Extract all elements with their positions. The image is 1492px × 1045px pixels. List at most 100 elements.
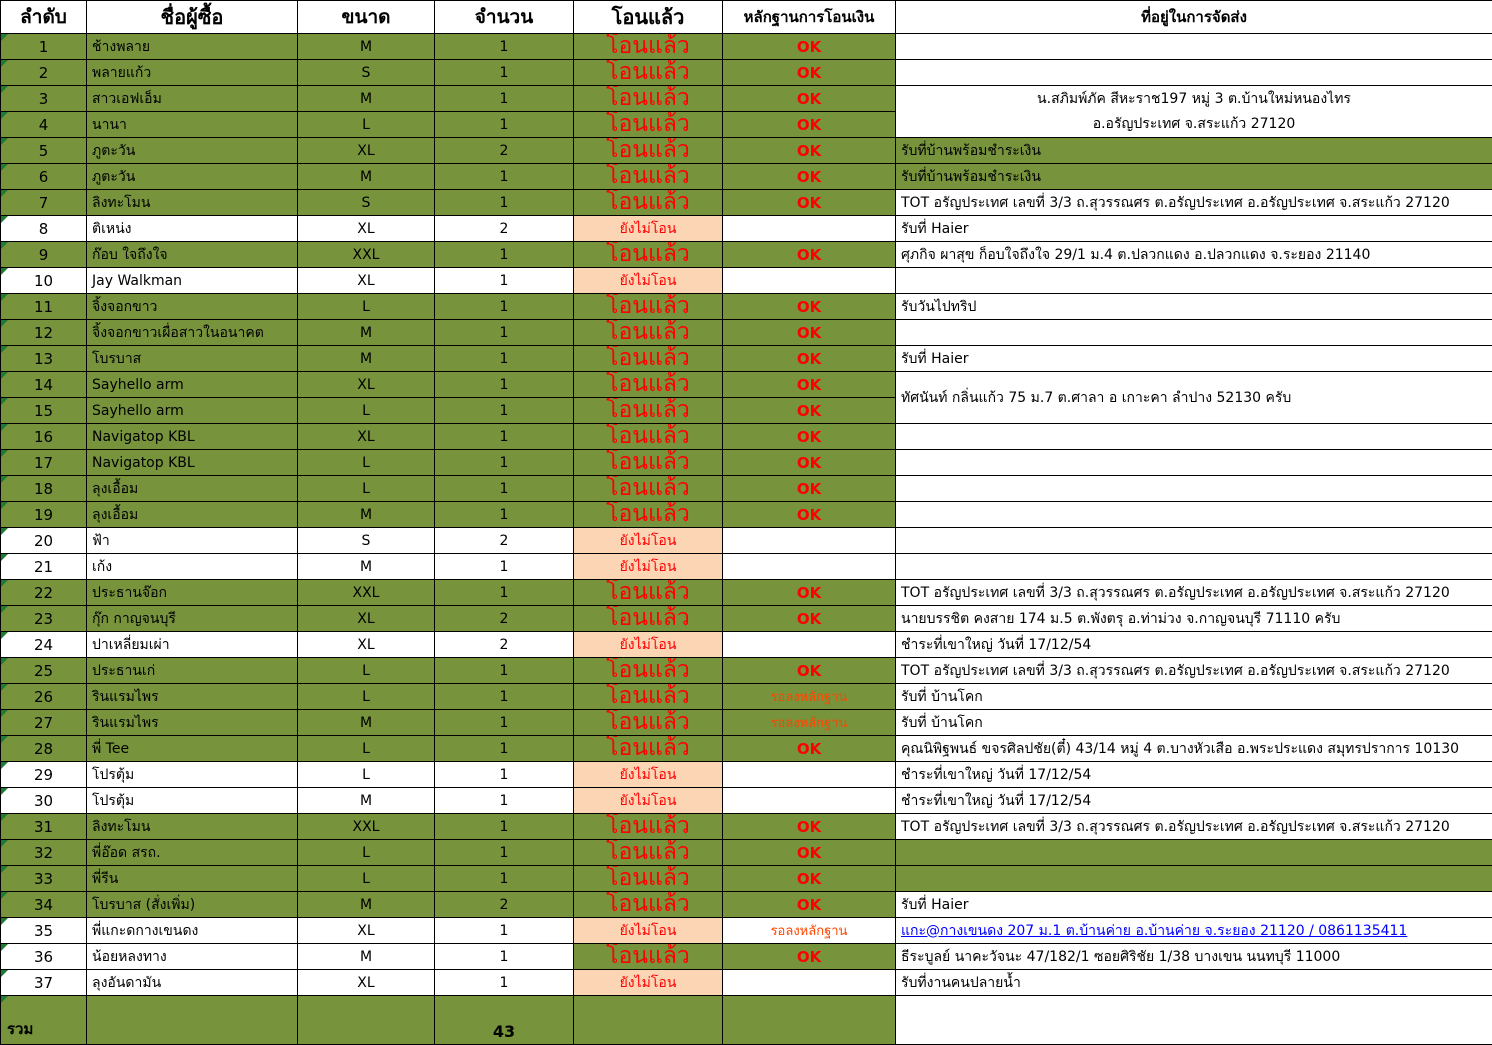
total-empty-status-cell[interactable]: [574, 996, 723, 1045]
cell-size[interactable]: XL: [298, 606, 435, 632]
cell-qty[interactable]: 1: [435, 684, 574, 710]
cell-size[interactable]: XL: [298, 268, 435, 294]
cell-order-no[interactable]: 12: [1, 320, 87, 346]
cell-order-no[interactable]: 3: [1, 86, 87, 112]
cell-order-no[interactable]: 32: [1, 840, 87, 866]
cell-order-no[interactable]: 4: [1, 112, 87, 138]
cell-size[interactable]: S: [298, 60, 435, 86]
cell-size[interactable]: L: [298, 684, 435, 710]
cell-qty[interactable]: 1: [435, 788, 574, 814]
total-label-cell[interactable]: รวม: [1, 996, 87, 1045]
cell-address[interactable]: แกะ@กางเขนดง 207 ม.1 ต.บ้านค่าย อ.บ้านค่…: [896, 918, 1492, 944]
cell-address[interactable]: [896, 502, 1492, 528]
cell-qty[interactable]: 1: [435, 970, 574, 996]
cell-buyer-name[interactable]: รินแรมไพร: [87, 710, 298, 736]
cell-buyer-name[interactable]: Navigatop KBL: [87, 424, 298, 450]
cell-size[interactable]: M: [298, 34, 435, 60]
cell-evidence[interactable]: OK: [723, 424, 896, 450]
cell-order-no[interactable]: 1: [1, 34, 87, 60]
cell-order-no[interactable]: 30: [1, 788, 87, 814]
cell-evidence[interactable]: [723, 528, 896, 554]
cell-order-no[interactable]: 15: [1, 398, 87, 424]
cell-qty[interactable]: 2: [435, 138, 574, 164]
cell-qty[interactable]: 1: [435, 320, 574, 346]
cell-qty[interactable]: 1: [435, 294, 574, 320]
cell-address[interactable]: ธีระบูลย์ นาคะวัจนะ 47/182/1 ซอยศิริชัย …: [896, 944, 1492, 970]
cell-order-no[interactable]: 36: [1, 944, 87, 970]
cell-buyer-name[interactable]: ฟ้า: [87, 528, 298, 554]
cell-buyer-name[interactable]: ปาเหลี่ยมเผ่า: [87, 632, 298, 658]
cell-buyer-name[interactable]: ประธานจ๊อก: [87, 580, 298, 606]
cell-transfer-status[interactable]: โอนแล้ว: [574, 710, 723, 736]
cell-size[interactable]: XXL: [298, 242, 435, 268]
cell-order-no[interactable]: 11: [1, 294, 87, 320]
header-address[interactable]: ที่อยู่ในการจัดส่ง: [896, 1, 1492, 34]
cell-transfer-status[interactable]: โอนแล้ว: [574, 684, 723, 710]
cell-qty[interactable]: 1: [435, 866, 574, 892]
cell-buyer-name[interactable]: ช้างพลาย: [87, 34, 298, 60]
cell-address[interactable]: รับที่บ้านพร้อมชำระเงิน: [896, 138, 1492, 164]
cell-size[interactable]: XL: [298, 424, 435, 450]
cell-order-no[interactable]: 22: [1, 580, 87, 606]
cell-address[interactable]: รับวันไปทริป: [896, 294, 1492, 320]
cell-address[interactable]: ชำระที่เขาใหญ่ วันที่ 17/12/54: [896, 762, 1492, 788]
cell-size[interactable]: M: [298, 86, 435, 112]
total-empty-evidence-cell[interactable]: [723, 996, 896, 1045]
cell-address[interactable]: รับที่ Haier: [896, 216, 1492, 242]
cell-transfer-status[interactable]: โอนแล้ว: [574, 242, 723, 268]
cell-size[interactable]: M: [298, 892, 435, 918]
cell-evidence[interactable]: OK: [723, 476, 896, 502]
cell-qty[interactable]: 2: [435, 892, 574, 918]
cell-address[interactable]: รับที่ บ้านโคก: [896, 684, 1492, 710]
cell-transfer-status[interactable]: โอนแล้ว: [574, 736, 723, 762]
cell-size[interactable]: L: [298, 450, 435, 476]
cell-order-no[interactable]: 35: [1, 918, 87, 944]
cell-qty[interactable]: 1: [435, 34, 574, 60]
cell-evidence[interactable]: [723, 762, 896, 788]
cell-size[interactable]: M: [298, 502, 435, 528]
cell-address[interactable]: ศุภกิจ ผาสุข ก็อบใจถึงใจ 29/1 ม.4 ต.ปลวก…: [896, 242, 1492, 268]
cell-order-no[interactable]: 34: [1, 892, 87, 918]
cell-qty[interactable]: 1: [435, 502, 574, 528]
cell-address[interactable]: รับที่ Haier: [896, 892, 1492, 918]
cell-transfer-status[interactable]: โอนแล้ว: [574, 294, 723, 320]
cell-qty[interactable]: 1: [435, 814, 574, 840]
cell-qty[interactable]: 2: [435, 632, 574, 658]
cell-size[interactable]: L: [298, 736, 435, 762]
cell-evidence[interactable]: OK: [723, 320, 896, 346]
cell-qty[interactable]: 2: [435, 528, 574, 554]
cell-transfer-status[interactable]: โอนแล้ว: [574, 320, 723, 346]
cell-evidence[interactable]: OK: [723, 658, 896, 684]
cell-order-no[interactable]: 24: [1, 632, 87, 658]
cell-transfer-status[interactable]: โอนแล้ว: [574, 450, 723, 476]
cell-transfer-status[interactable]: โอนแล้ว: [574, 476, 723, 502]
cell-transfer-status[interactable]: โอนแล้ว: [574, 866, 723, 892]
cell-evidence[interactable]: [723, 554, 896, 580]
cell-size[interactable]: XL: [298, 632, 435, 658]
cell-buyer-name[interactable]: รินแรมไพร: [87, 684, 298, 710]
cell-transfer-status[interactable]: โอนแล้ว: [574, 892, 723, 918]
cell-evidence[interactable]: OK: [723, 866, 896, 892]
cell-evidence[interactable]: [723, 216, 896, 242]
cell-transfer-status[interactable]: โอนแล้ว: [574, 398, 723, 424]
cell-transfer-status[interactable]: ยังไม่โอน: [574, 528, 723, 554]
cell-address[interactable]: นายบรรชิต คงสาย 174 ม.5 ต.พังตรุ อ.ท่าม่…: [896, 606, 1492, 632]
cell-size[interactable]: M: [298, 164, 435, 190]
cell-transfer-status[interactable]: ยังไม่โอน: [574, 554, 723, 580]
cell-evidence[interactable]: รอลงหลักฐาน: [723, 710, 896, 736]
cell-transfer-status[interactable]: ยังไม่โอน: [574, 788, 723, 814]
cell-transfer-status[interactable]: โอนแล้ว: [574, 502, 723, 528]
cell-buyer-name[interactable]: พี่ Tee: [87, 736, 298, 762]
cell-transfer-status[interactable]: โอนแล้ว: [574, 372, 723, 398]
cell-qty[interactable]: 1: [435, 918, 574, 944]
cell-address[interactable]: [896, 840, 1492, 866]
cell-evidence[interactable]: OK: [723, 814, 896, 840]
cell-buyer-name[interactable]: โบรบาส (สั่งเพิ่ม): [87, 892, 298, 918]
cell-transfer-status[interactable]: โอนแล้ว: [574, 580, 723, 606]
cell-qty[interactable]: 1: [435, 658, 574, 684]
cell-size[interactable]: M: [298, 944, 435, 970]
cell-qty[interactable]: 1: [435, 710, 574, 736]
cell-buyer-name[interactable]: กุ๊ก กาญจนบุรี: [87, 606, 298, 632]
cell-qty[interactable]: 1: [435, 736, 574, 762]
cell-buyer-name[interactable]: น้อยหลงทาง: [87, 944, 298, 970]
